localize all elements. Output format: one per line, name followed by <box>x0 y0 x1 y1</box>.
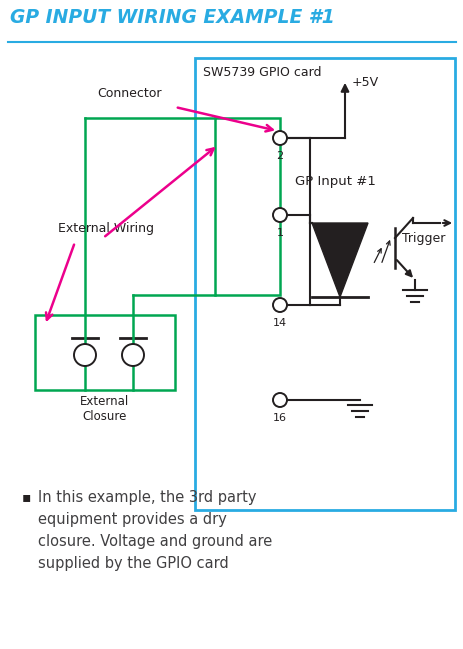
Text: External Wiring: External Wiring <box>58 222 154 235</box>
Text: closure. Voltage and ground are: closure. Voltage and ground are <box>38 534 272 549</box>
Text: In this example, the 3rd party: In this example, the 3rd party <box>38 490 256 505</box>
Text: 14: 14 <box>272 318 287 328</box>
Text: SW5739 GPIO card: SW5739 GPIO card <box>203 66 321 79</box>
Polygon shape <box>311 223 367 297</box>
Text: Connector: Connector <box>98 87 162 100</box>
Text: 2: 2 <box>276 151 283 161</box>
Circle shape <box>122 344 144 366</box>
Bar <box>214 118 279 295</box>
Text: GP INPUT WIRING EXAMPLE #1: GP INPUT WIRING EXAMPLE #1 <box>10 8 334 27</box>
Circle shape <box>272 208 287 222</box>
Text: 16: 16 <box>272 413 287 423</box>
Text: External
Closure: External Closure <box>80 395 129 423</box>
Circle shape <box>272 298 287 312</box>
Circle shape <box>272 393 287 407</box>
Text: supplied by the GPIO card: supplied by the GPIO card <box>38 556 228 571</box>
Text: equipment provides a dry: equipment provides a dry <box>38 512 226 527</box>
Text: 1: 1 <box>276 228 283 238</box>
Text: ▪: ▪ <box>22 490 31 504</box>
Text: GP Input #1: GP Input #1 <box>294 175 375 188</box>
Bar <box>35 315 175 390</box>
Bar <box>194 58 454 510</box>
Text: Trigger: Trigger <box>401 232 444 245</box>
Text: +5V: +5V <box>351 75 378 88</box>
Circle shape <box>272 131 287 145</box>
Circle shape <box>74 344 96 366</box>
